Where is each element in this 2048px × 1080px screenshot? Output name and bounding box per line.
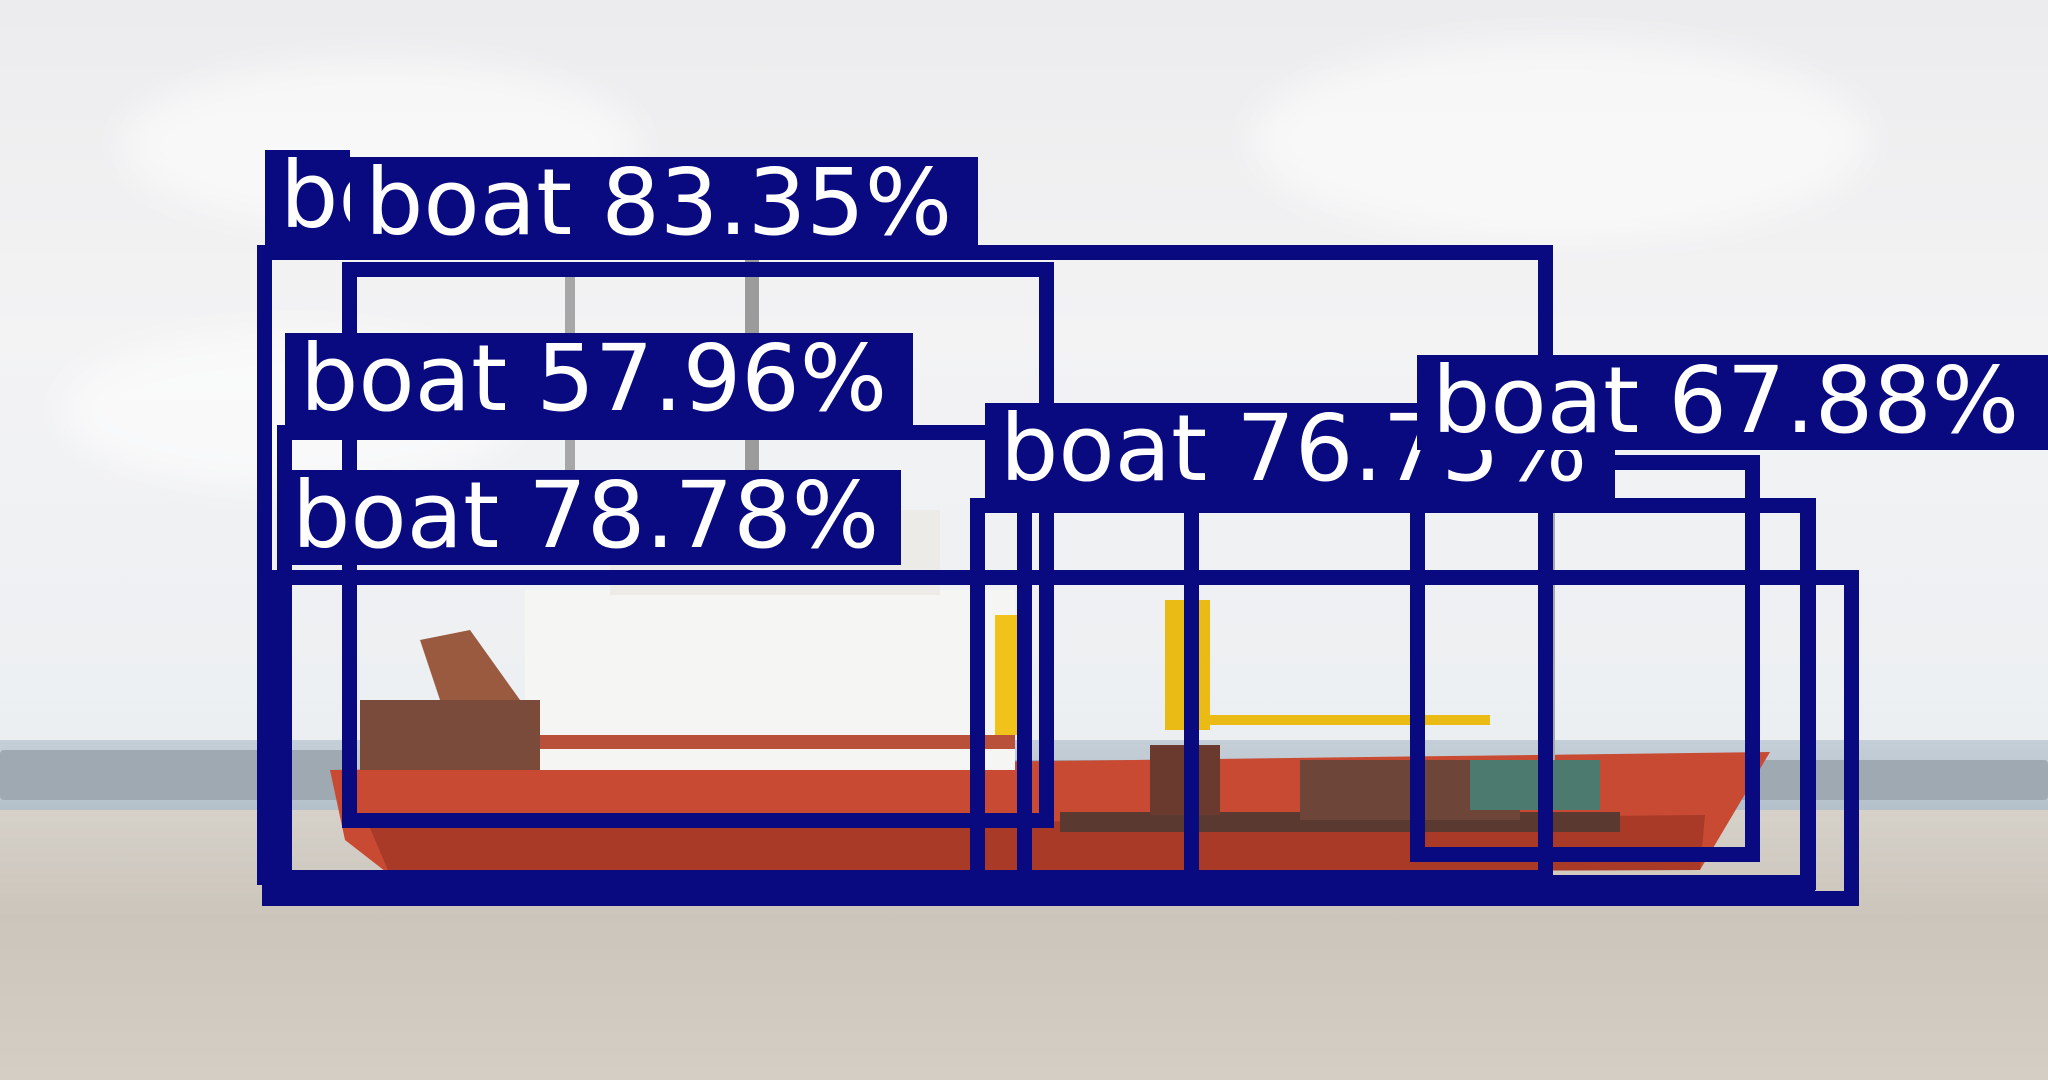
detection-label: boat 83.35%	[350, 157, 978, 252]
detection-label: boat	[265, 150, 350, 245]
detection-box	[1410, 455, 1760, 862]
cloud	[1250, 40, 1870, 240]
detection-label: boat 78.78%	[277, 470, 901, 565]
detection-box	[1184, 498, 1816, 890]
detection-label: boat 57.96%	[285, 333, 913, 428]
detection-label: boat 67.88%	[1417, 355, 2048, 450]
